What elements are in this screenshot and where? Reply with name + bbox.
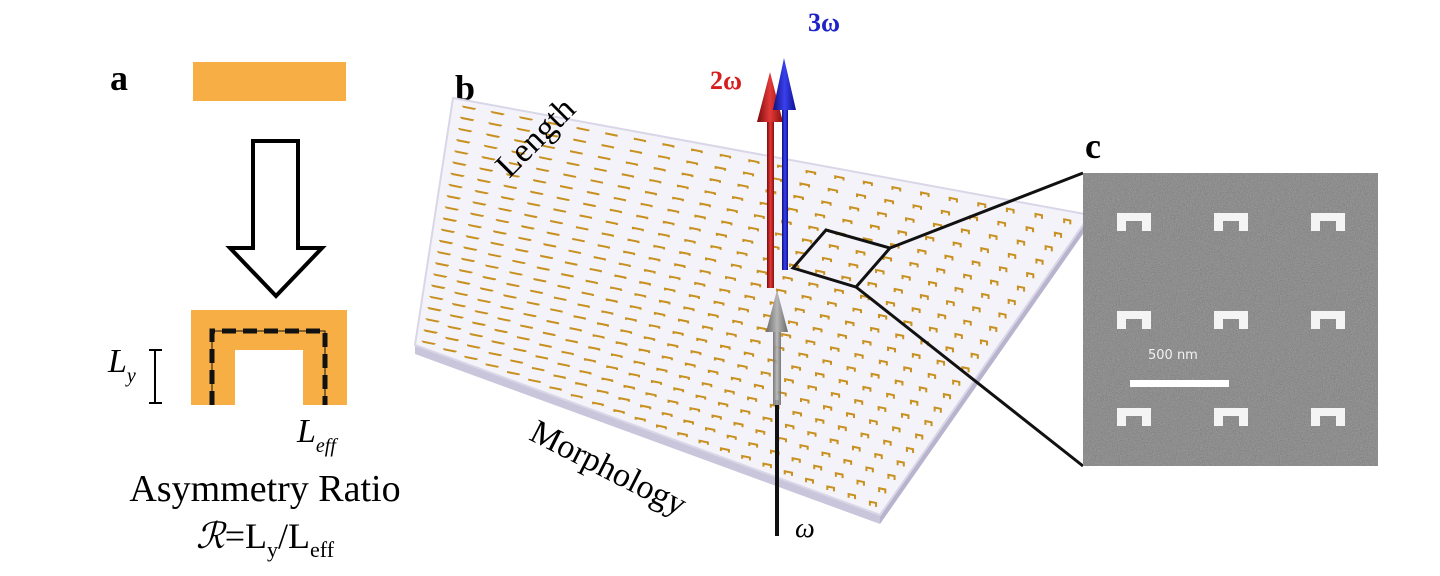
sem-image bbox=[1083, 173, 1378, 466]
scale-bar bbox=[1130, 380, 1229, 387]
panel-b-label: b bbox=[455, 68, 476, 108]
third-harmonic-arrow-icon bbox=[773, 58, 796, 270]
zoom-inset-box bbox=[790, 171, 1084, 468]
second-harmonic-label: 2ω bbox=[710, 66, 743, 95]
input-frequency-label: ω bbox=[795, 513, 815, 544]
asymmetry-ratio-title: Asymmetry Ratio bbox=[129, 468, 401, 510]
hollow-down-arrow-icon bbox=[225, 139, 327, 299]
panel-c-label: c bbox=[1085, 126, 1101, 166]
asymmetry-ratio-equation: ℛ=Ly/Leff bbox=[195, 516, 335, 562]
third-harmonic-label: 3ω bbox=[808, 8, 841, 37]
leff-label: Leff bbox=[297, 413, 336, 457]
scale-bar-label: 500 nm bbox=[1148, 348, 1198, 363]
panel-a-label: a bbox=[110, 58, 128, 98]
sem-micrograph bbox=[1083, 173, 1378, 466]
input-beam-arrow-icon bbox=[766, 290, 788, 536]
ly-label: Ly bbox=[108, 343, 136, 387]
u-shape-antenna bbox=[191, 310, 347, 405]
ly-bracket-icon bbox=[149, 349, 162, 404]
nanostructure-array bbox=[421, 105, 1072, 507]
straight-rod-shape bbox=[193, 62, 346, 101]
